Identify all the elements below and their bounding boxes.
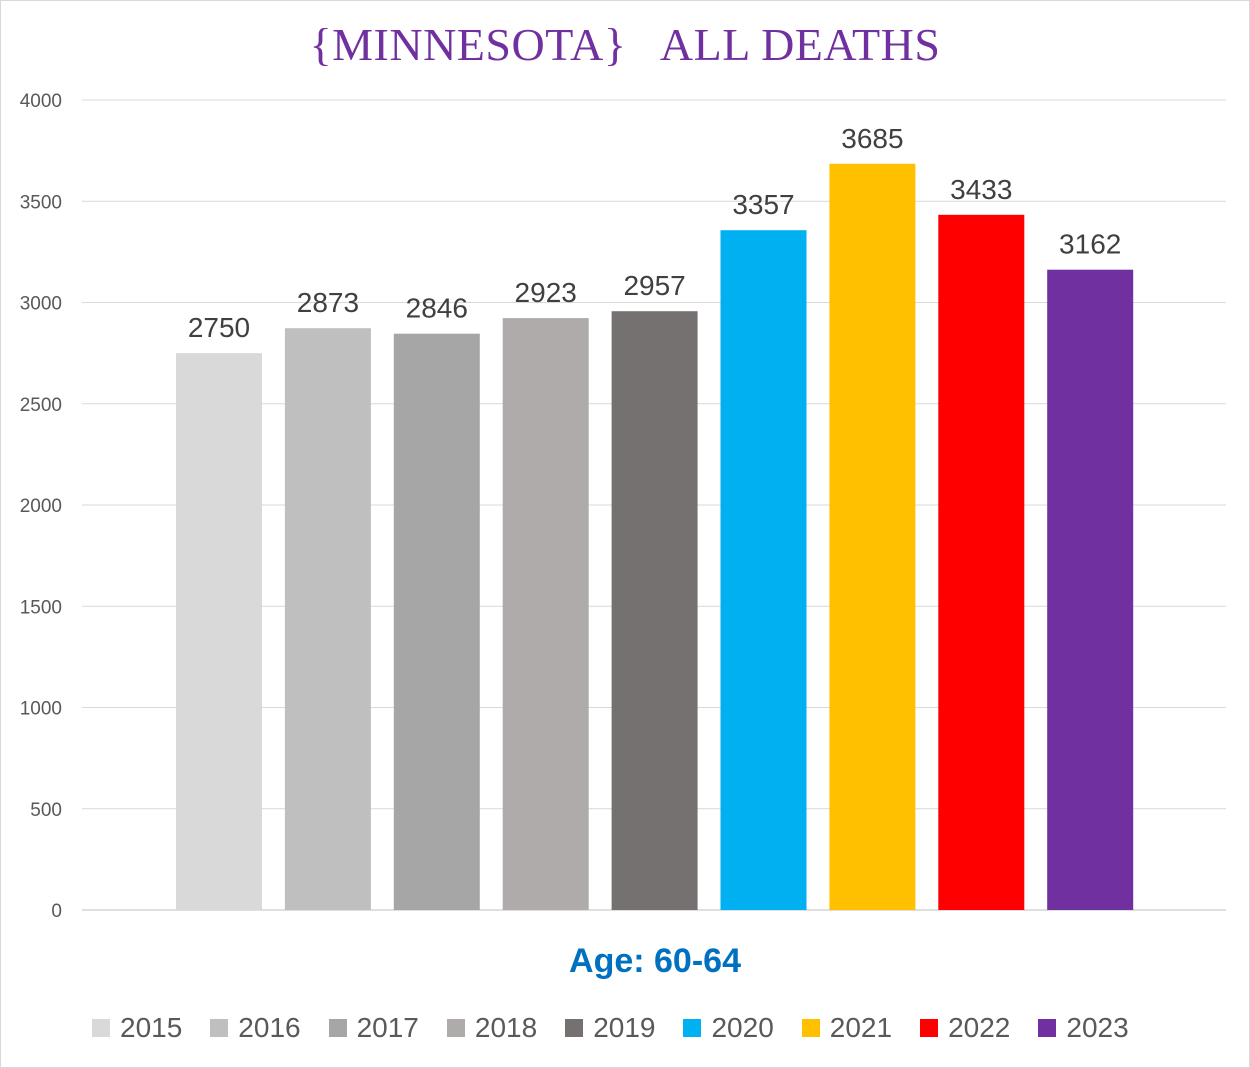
legend-label: 2021: [829, 1012, 893, 1043]
bar-2022: [938, 214, 1025, 910]
bar-2020: [720, 230, 807, 910]
data-label-2018: 2923: [515, 277, 577, 308]
legend-item-2022: 2022: [920, 1012, 1010, 1044]
bar-2018: [502, 318, 589, 910]
data-label-2016: 2873: [297, 287, 359, 318]
legend-item-2021: 2021: [801, 1012, 893, 1044]
bar-2021: [829, 163, 916, 911]
legend-item-2017: 2017: [328, 1012, 419, 1044]
chart-title: {MINNESOTA} ALL DEATHS: [309, 19, 941, 70]
legend-swatch: [1038, 1019, 1057, 1037]
data-label-2023: 3162: [1059, 229, 1121, 260]
legend-label: 2017: [356, 1012, 419, 1043]
legend-label: 2019: [593, 1012, 656, 1043]
legend-item-2020: 2020: [683, 1012, 774, 1044]
bar-2019: [611, 311, 698, 910]
data-label-2021: 3685: [841, 123, 903, 154]
legend-label: 2023: [1066, 1012, 1129, 1043]
legend-label: 2016: [238, 1012, 301, 1043]
legend-item-2023: 2023: [1038, 1012, 1129, 1044]
legend-swatch: [801, 1019, 820, 1037]
y-tick-label: 4000: [20, 91, 62, 112]
y-tick-label: 0: [51, 901, 62, 922]
data-label-2022: 3433: [950, 174, 1012, 205]
y-tick-label: 1500: [20, 597, 62, 618]
data-label-2020: 3357: [732, 189, 794, 220]
data-label-2019: 2957: [623, 270, 685, 301]
legend-item-2016: 2016: [210, 1012, 301, 1044]
chart-legend: 2015 2016 2017 2018 2019 2020 2021 2022 2023: [92, 1008, 1192, 1048]
legend-label: 2022: [948, 1012, 1011, 1043]
legend-swatch: [920, 1019, 939, 1037]
y-tick-label: 1000: [20, 699, 62, 720]
legend-label: 2018: [474, 1012, 538, 1043]
data-label-2017: 2846: [406, 293, 468, 324]
y-tick-label: 3500: [20, 192, 62, 213]
y-tick-label: 3000: [20, 294, 62, 315]
legend-swatch: [446, 1019, 465, 1037]
y-tick-label: 2500: [20, 395, 62, 416]
x-axis-label: Age: 60-64: [569, 942, 741, 980]
bar-2016: [284, 328, 371, 910]
legend-item-2015: 2015: [92, 1012, 182, 1044]
bar-2017: [393, 333, 480, 910]
bar-2023: [1047, 269, 1134, 910]
legend-item-2019: 2019: [565, 1012, 655, 1044]
legend-swatch: [683, 1019, 702, 1037]
bar-2015: [176, 353, 262, 910]
y-tick-label: 500: [30, 800, 62, 821]
legend-label: 2020: [711, 1012, 774, 1043]
legend-swatch: [328, 1019, 347, 1037]
y-tick-label: 2000: [20, 496, 62, 517]
legend-swatch: [210, 1019, 229, 1037]
legend-swatch: [92, 1019, 110, 1037]
legend-item-2018: 2018: [446, 1012, 538, 1044]
legend-swatch: [565, 1019, 584, 1037]
data-label-2015: 2750: [188, 312, 250, 343]
legend-label: 2015: [120, 1012, 183, 1043]
